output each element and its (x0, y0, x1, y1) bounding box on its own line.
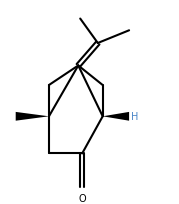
Polygon shape (103, 112, 129, 121)
Text: O: O (78, 193, 86, 203)
Polygon shape (16, 112, 49, 121)
Text: H: H (131, 112, 138, 122)
